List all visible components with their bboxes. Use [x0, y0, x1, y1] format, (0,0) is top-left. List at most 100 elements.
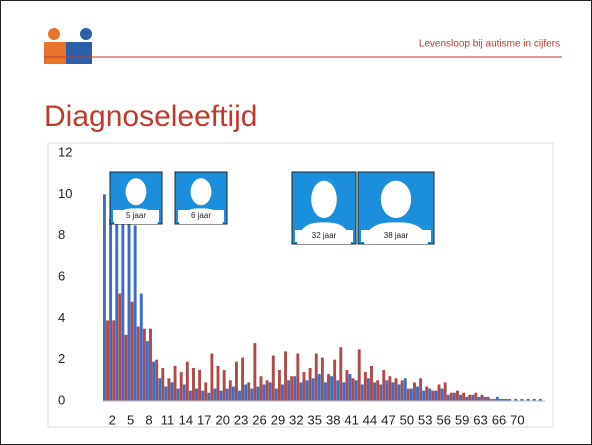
bar: [293, 376, 297, 401]
bar: [299, 382, 303, 401]
bar: [207, 392, 211, 401]
bar: [376, 380, 380, 401]
bar: [121, 221, 125, 401]
bar: [526, 398, 530, 401]
x-tick-label: 50: [400, 412, 414, 427]
bar: [452, 392, 456, 401]
x-tick-label: 14: [179, 412, 193, 427]
x-tick-label: 63: [473, 412, 487, 427]
portrait: 5 jaar: [109, 171, 163, 225]
bar: [366, 378, 370, 401]
bar: [219, 390, 223, 401]
annotation: 6 jaar: [191, 211, 211, 220]
bar: [440, 388, 444, 401]
bar: [182, 384, 186, 401]
bar: [158, 378, 162, 401]
bar: [130, 301, 134, 401]
bar: [287, 380, 291, 401]
x-tick-label: 53: [418, 412, 432, 427]
bar: [505, 398, 509, 401]
bar: [514, 398, 518, 401]
bar: [330, 376, 334, 401]
bar: [103, 194, 106, 401]
portrait-label-bg: [113, 210, 159, 222]
portrait: 38 jaar: [357, 171, 435, 245]
bar: [422, 390, 426, 401]
bar: [339, 347, 343, 401]
bar: [139, 293, 143, 401]
bar: [492, 398, 496, 401]
bar: [314, 353, 318, 401]
bar: [419, 378, 423, 401]
portrait-label-bg: [178, 210, 224, 222]
bar: [495, 396, 499, 401]
x-tick-label: 2: [109, 412, 116, 427]
chart-title: Diagnoseleeftijd: [44, 100, 257, 133]
bar: [459, 394, 462, 401]
bar: [363, 372, 367, 401]
bar: [336, 380, 340, 401]
bar: [290, 376, 294, 401]
bar: [348, 374, 352, 401]
bar: [538, 398, 542, 401]
bar: [462, 392, 466, 401]
bar: [250, 388, 254, 401]
bar: [198, 370, 202, 401]
bar: [486, 396, 490, 401]
x-tick-label: 20: [215, 412, 229, 427]
x-tick-label: 35: [308, 412, 322, 427]
y-tick-label: 6: [58, 268, 65, 283]
x-tick-label: 47: [381, 412, 395, 427]
bar: [446, 394, 450, 401]
annotation: 38 jaar: [384, 231, 409, 240]
portrait-head: [311, 180, 337, 219]
bar: [333, 359, 337, 401]
bar: [379, 384, 383, 401]
bar: [327, 374, 330, 401]
bar: [210, 353, 214, 401]
bar: [324, 382, 327, 401]
x-tick-label: 17: [197, 412, 211, 427]
bar: [431, 390, 435, 401]
y-tick-label: 8: [58, 227, 65, 242]
portrait-head: [380, 180, 412, 219]
x-tick-label: 38: [326, 412, 340, 427]
bar: [188, 390, 192, 401]
bar: [520, 398, 524, 401]
bar: [136, 326, 140, 401]
bar: [342, 382, 346, 401]
bar: [351, 378, 355, 401]
bar: [271, 355, 275, 401]
x-tick-label: 11: [161, 412, 175, 427]
portrait-label-bg: [295, 230, 353, 242]
bar: [483, 396, 487, 401]
bar: [274, 388, 278, 401]
bar: [265, 380, 269, 401]
bar: [222, 370, 226, 401]
x-tick-label: 66: [492, 412, 506, 427]
y-tick-label: 4: [58, 310, 65, 325]
bar: [394, 378, 398, 401]
x-tick-label: 5: [127, 412, 134, 427]
bar: [112, 320, 116, 401]
bar: [465, 396, 469, 401]
bar: [443, 382, 447, 401]
bar: [468, 394, 472, 401]
bar: [302, 372, 306, 401]
bar: [152, 361, 156, 401]
bar: [127, 221, 131, 401]
bar: [262, 384, 266, 401]
portrait-head: [190, 178, 212, 206]
bar: [354, 380, 358, 401]
bar: [400, 380, 404, 401]
bar: [397, 384, 401, 401]
annotation: 32 jaar: [312, 231, 337, 240]
x-tick-label: 32: [289, 412, 303, 427]
logo: [44, 28, 92, 64]
bar: [185, 361, 189, 401]
bar: [308, 367, 312, 401]
bar: [115, 221, 119, 401]
bar: [234, 361, 238, 401]
bar: [373, 382, 377, 401]
